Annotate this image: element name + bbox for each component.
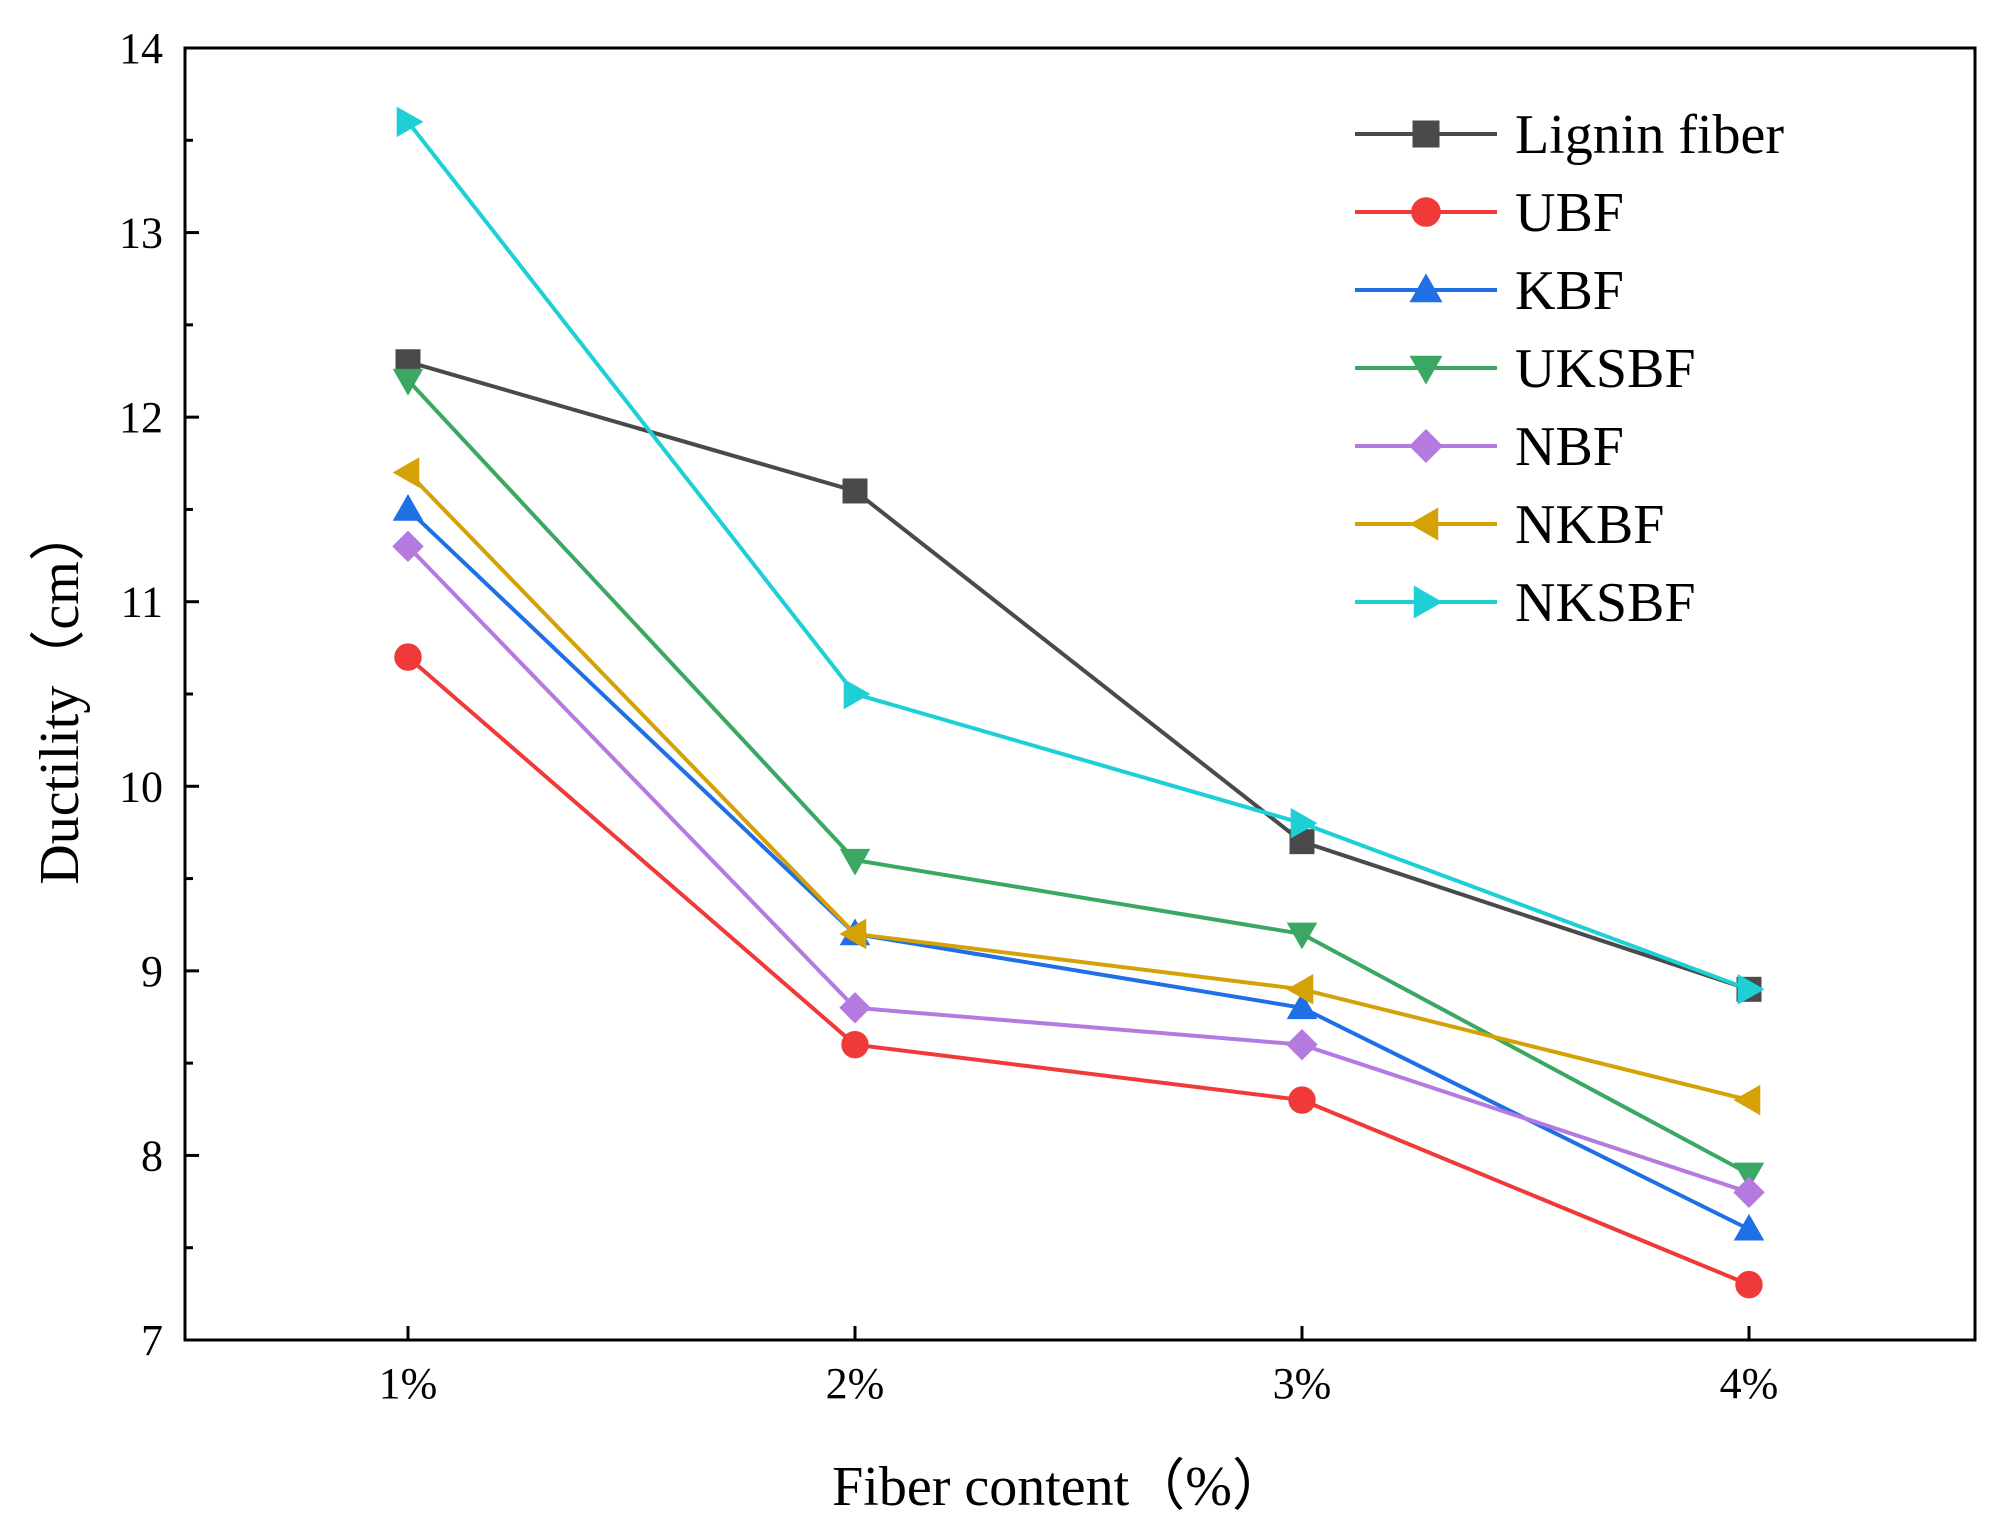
y-tick-label: 12 (119, 393, 163, 442)
y-tick-label: 11 (121, 578, 163, 627)
series-ubf (394, 643, 1763, 1299)
legend-item-lignin-fiber: Lignin fiber (1355, 104, 1784, 166)
data-point-kbf (392, 494, 424, 521)
legend-marker (1409, 355, 1443, 385)
x-tick-label: 3% (1273, 1359, 1332, 1408)
y-tick-label: 8 (141, 1131, 163, 1180)
y-tick-label: 14 (119, 24, 163, 73)
data-point-nbf (392, 530, 424, 563)
legend-item-nksbf: NKSBF (1355, 572, 1696, 634)
legend-marker (1412, 120, 1440, 148)
data-point-nkbf (839, 918, 867, 950)
x-axis-title: Fiber content（%） (832, 1456, 1288, 1518)
series-line-ubf (406, 655, 1750, 1287)
legend-label: NKBF (1515, 494, 1664, 556)
legend-marker (1409, 507, 1439, 541)
data-point-uksbf (839, 848, 871, 876)
legend-marker (1409, 273, 1443, 303)
x-tick-label: 4% (1720, 1359, 1779, 1408)
series-nkbf (392, 457, 1761, 1116)
legend-item-nbf: NBF (1355, 416, 1624, 478)
y-tick-label: 13 (119, 209, 163, 258)
data-point-nksbf (1737, 974, 1765, 1005)
data-point-nbf (839, 992, 871, 1024)
series-uksbf (392, 368, 1765, 1190)
data-point-ubf (394, 643, 422, 671)
x-tick-label: 1% (379, 1359, 438, 1408)
legend-marker (1413, 585, 1443, 619)
data-point-ubf (1288, 1086, 1316, 1114)
legend-item-uksbf: UKSBF (1355, 338, 1696, 400)
data-point-nksbf (843, 678, 871, 710)
data-point-nbf (1286, 1028, 1318, 1061)
legend-item-ubf: UBF (1355, 182, 1624, 244)
data-point-nbf (1733, 1176, 1765, 1209)
data-point-nkbf (392, 457, 420, 488)
legend-label: NBF (1515, 416, 1624, 478)
x-tick-label: 2% (826, 1359, 885, 1408)
legend-item-nkbf: NKBF (1355, 494, 1664, 556)
series-line-nkbf (406, 471, 1750, 1102)
data-point-nkbf (1286, 974, 1314, 1005)
y-tick-label: 7 (141, 1316, 163, 1365)
series-line-nksbf (406, 120, 1750, 992)
series-line-uksbf (406, 378, 1750, 1176)
legend-marker (1409, 429, 1443, 463)
legend-label: NKSBF (1515, 572, 1696, 634)
data-point-ubf (841, 1030, 869, 1059)
y-tick-label: 10 (119, 762, 163, 811)
data-point-uksbf (392, 368, 424, 396)
legend-label: UBF (1515, 182, 1624, 244)
data-point-nkbf (1733, 1084, 1761, 1116)
series-nksbf (396, 106, 1765, 1005)
legend-label: KBF (1515, 260, 1624, 322)
y-axis-title: Ductility（cm） (29, 505, 91, 885)
data-point-uksbf (1733, 1162, 1765, 1190)
legend-item-kbf: KBF (1355, 260, 1624, 322)
data-point-uksbf (1286, 922, 1318, 950)
data-point-kbf (1733, 1213, 1765, 1241)
data-point-kbf (1286, 992, 1318, 1020)
series-line-nbf (406, 544, 1750, 1195)
legend-marker (1411, 197, 1441, 227)
y-tick-label: 9 (141, 947, 163, 996)
series-line-lignin-fiber (407, 359, 1750, 992)
data-point-ubf (1735, 1270, 1763, 1299)
data-point-nksbf (396, 106, 424, 138)
series-nbf (392, 530, 1765, 1209)
legend-label: Lignin fiber (1515, 104, 1784, 166)
legend-label: UKSBF (1515, 338, 1696, 400)
data-point-lignin-fiber (842, 478, 868, 504)
data-point-nksbf (1290, 807, 1318, 839)
